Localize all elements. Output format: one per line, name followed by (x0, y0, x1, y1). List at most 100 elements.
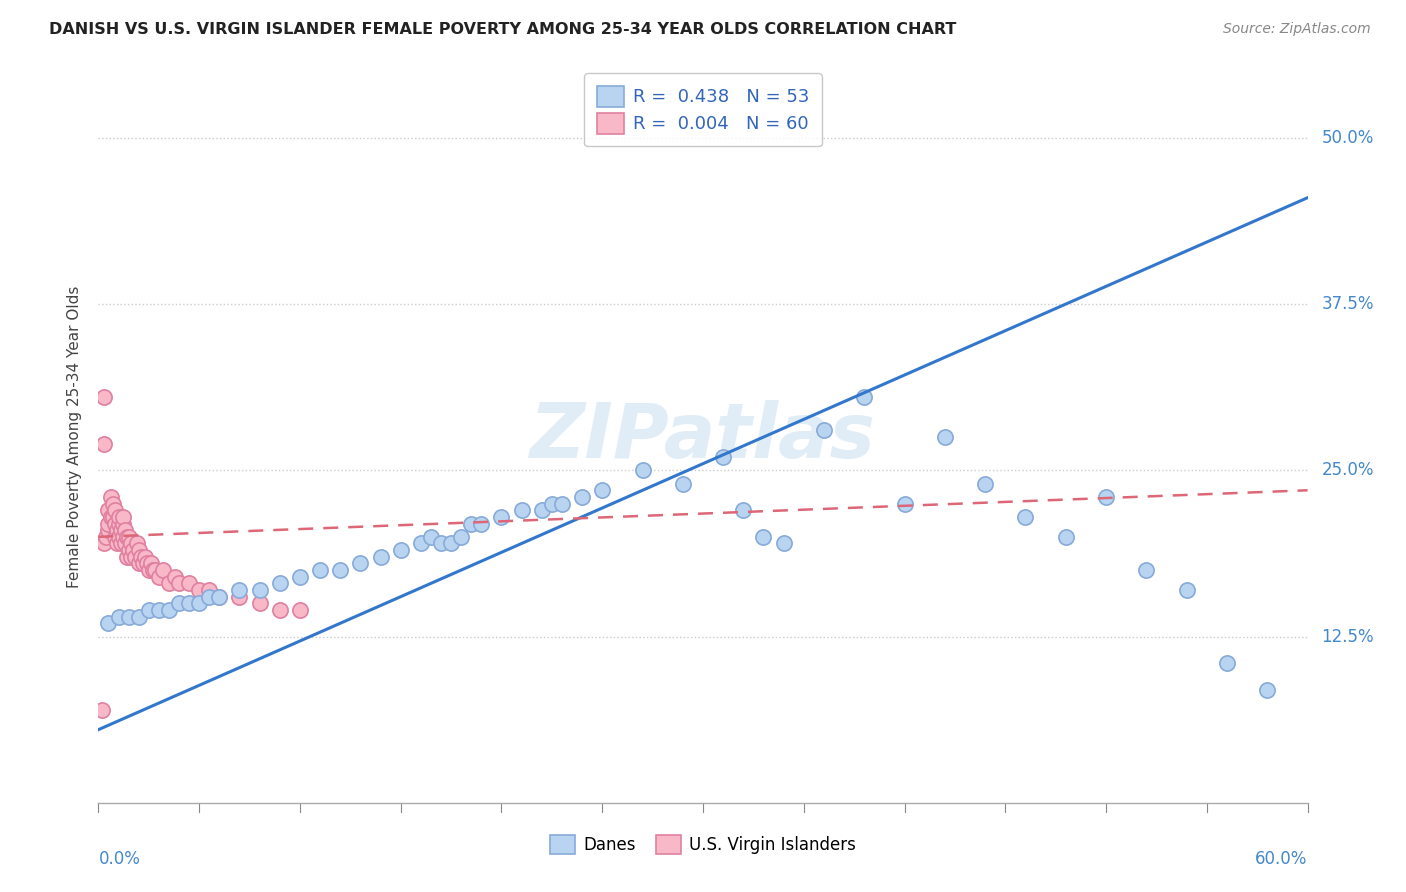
Text: 0.0%: 0.0% (98, 850, 141, 868)
Point (93, 536, 115, 550)
Point (114, 523, 136, 537)
Point (1256, 682, 1278, 697)
Point (1014, 509, 1036, 524)
Point (110, 536, 132, 550)
Point (752, 530, 775, 544)
Point (1054, 530, 1077, 544)
Point (167, 576, 190, 591)
Point (893, 497, 915, 511)
Point (329, 563, 352, 577)
Point (148, 570, 170, 584)
Point (128, 609, 150, 624)
Point (450, 530, 472, 544)
Text: 25.0%: 25.0% (1322, 461, 1374, 479)
Point (198, 590, 221, 604)
Point (571, 490, 593, 504)
Point (179, 596, 201, 610)
Point (1175, 582, 1198, 597)
Point (228, 582, 250, 597)
Text: 50.0%: 50.0% (1322, 128, 1374, 147)
Point (974, 476, 997, 491)
Point (198, 582, 221, 597)
Point (1135, 563, 1157, 577)
Point (208, 590, 231, 604)
Point (107, 516, 129, 531)
Point (530, 503, 553, 517)
Point (430, 536, 453, 550)
Point (167, 596, 190, 610)
Point (135, 557, 157, 571)
Text: 37.5%: 37.5% (1322, 295, 1374, 313)
Point (91, 703, 114, 717)
Point (389, 543, 412, 558)
Point (118, 530, 141, 544)
Point (93, 436, 115, 450)
Point (733, 503, 755, 517)
Point (1095, 490, 1118, 504)
Point (288, 570, 311, 584)
Point (97, 516, 120, 531)
Point (114, 536, 136, 550)
Point (188, 596, 211, 610)
Point (853, 390, 876, 404)
Point (111, 516, 134, 531)
Point (934, 430, 956, 444)
Point (100, 509, 122, 524)
Point (631, 463, 654, 477)
Point (138, 603, 160, 617)
Point (163, 570, 186, 584)
Point (103, 516, 125, 531)
Point (107, 509, 129, 524)
Point (269, 576, 291, 591)
Point (105, 523, 128, 537)
Point (591, 483, 613, 498)
Point (97, 523, 120, 537)
Point (97, 616, 120, 631)
Point (228, 590, 250, 604)
Point (121, 543, 143, 558)
Point (440, 536, 463, 550)
Point (142, 563, 165, 577)
Point (1216, 656, 1239, 670)
Text: DANISH VS U.S. VIRGIN ISLANDER FEMALE POVERTY AMONG 25-34 YEAR OLDS CORRELATION : DANISH VS U.S. VIRGIN ISLANDER FEMALE PO… (49, 22, 956, 37)
Point (157, 603, 180, 617)
Point (208, 590, 231, 604)
Point (107, 530, 129, 544)
Point (120, 549, 142, 564)
Point (188, 582, 211, 597)
Point (101, 497, 124, 511)
Point (128, 557, 150, 571)
Point (349, 557, 371, 571)
Point (105, 536, 128, 550)
Point (110, 523, 132, 537)
Point (107, 609, 129, 624)
Point (103, 530, 125, 544)
Point (124, 549, 146, 564)
Text: ZIPatlas: ZIPatlas (530, 401, 876, 474)
Point (132, 557, 155, 571)
Point (143, 563, 166, 577)
Point (103, 503, 125, 517)
Point (111, 509, 134, 524)
Point (134, 549, 156, 564)
Point (249, 582, 271, 597)
Point (139, 557, 162, 571)
Point (115, 549, 138, 564)
Point (551, 497, 574, 511)
Point (97, 503, 120, 517)
Point (100, 490, 122, 504)
Point (152, 563, 174, 577)
Text: Source: ZipAtlas.com: Source: ZipAtlas.com (1223, 22, 1371, 37)
Point (120, 536, 142, 550)
Point (711, 450, 734, 464)
Point (672, 476, 695, 491)
Point (157, 576, 180, 591)
Point (118, 609, 141, 624)
Point (179, 576, 201, 591)
Point (470, 516, 492, 531)
Point (269, 603, 291, 617)
Point (129, 549, 152, 564)
Text: 60.0%: 60.0% (1256, 850, 1308, 868)
Point (813, 424, 835, 438)
Point (510, 503, 533, 517)
